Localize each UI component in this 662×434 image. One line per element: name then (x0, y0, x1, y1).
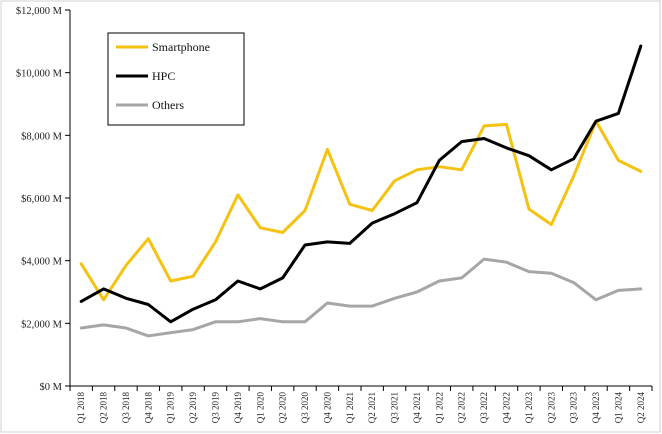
x-tick-label: Q2 2022 (457, 392, 467, 423)
legend-label-hpc: HPC (152, 69, 175, 83)
series-line-others (79, 257, 643, 338)
x-tick-label: Q1 2019 (166, 392, 176, 424)
x-tick-label: Q4 2021 (412, 392, 422, 423)
x-tick-label: Q1 2024 (613, 392, 623, 424)
y-tick-label: $10,000 M (16, 69, 63, 80)
y-tick-label: $6,000 M (21, 194, 63, 205)
x-tick-label: Q3 2023 (569, 392, 579, 424)
legend: Smartphone HPC Others (107, 32, 245, 126)
x-tick-label: Q2 2023 (546, 392, 556, 424)
x-tick-label: Q3 2022 (479, 392, 489, 423)
y-tick-label: $0 M (40, 382, 63, 393)
x-tick-label: Q3 2020 (300, 392, 310, 424)
y-tick-label: $12,000 M (16, 6, 63, 17)
x-tick-label: Q1 2023 (524, 392, 534, 424)
x-tick-label: Q4 2019 (233, 392, 243, 424)
x-tick-label: Q2 2024 (636, 392, 646, 424)
y-tick-label: $8,000 M (21, 131, 63, 142)
x-tick-label: Q1 2018 (76, 392, 86, 424)
x-tick-label: Q4 2022 (502, 392, 512, 423)
x-tick-label: Q4 2023 (591, 392, 601, 424)
x-tick-label: Q2 2019 (188, 392, 198, 424)
x-tick-label: Q1 2020 (255, 392, 265, 424)
series-lines (79, 44, 643, 338)
x-axis-ticks: Q1 2018 Q2 2018 Q3 2018 Q4 2018 Q1 2019 Q2 20… (69, 386, 653, 424)
x-tick-label: Q1 2021 (345, 392, 355, 423)
x-tick-label: Q3 2018 (121, 392, 131, 424)
x-tick-label: Q2 2020 (278, 392, 288, 424)
y-axis-ticks: $0 M $2,000 M $4,000 M $6,000 M $8,000 M $10,… (16, 6, 70, 393)
x-tick-label: Q2 2021 (367, 392, 377, 423)
series-line-smartphone (79, 119, 643, 302)
x-tick-label: Q4 2018 (143, 392, 153, 424)
legend-label-others: Others (152, 98, 184, 112)
x-tick-label: Q3 2019 (211, 392, 221, 424)
y-tick-label: $4,000 M (21, 257, 63, 268)
x-tick-label: Q3 2021 (390, 392, 400, 423)
y-tick-label: $2,000 M (21, 319, 63, 330)
x-tick-label: Q2 2018 (99, 392, 109, 424)
series-line-hpc (79, 44, 643, 324)
x-tick-label: Q4 2020 (322, 392, 332, 424)
x-tick-label: Q1 2022 (434, 392, 444, 423)
legend-label-smartphone: Smartphone (152, 40, 210, 54)
